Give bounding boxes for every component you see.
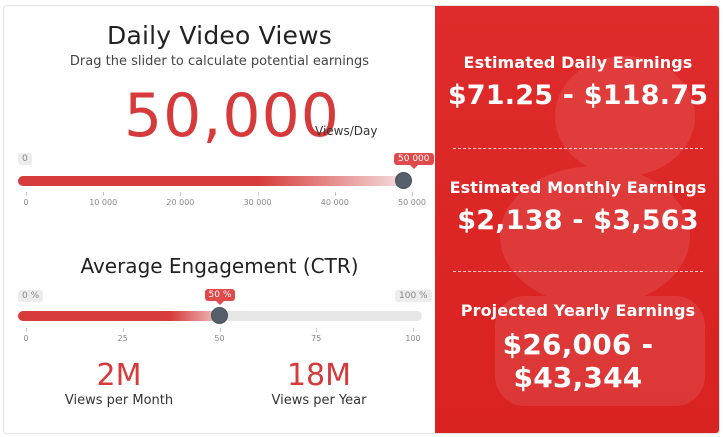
- views-slider-value-label: 50 000: [394, 153, 434, 169]
- earnings-panel: Estimated Daily Earnings $71.25 - $118.7…: [435, 6, 719, 433]
- monthly-earnings-block: Estimated Monthly Earnings $2,138 - $3,5…: [435, 178, 719, 236]
- views-slider-track[interactable]: [18, 176, 412, 186]
- ctr-slider-fill: [18, 311, 220, 321]
- views-slider-tick-mark: [257, 192, 259, 196]
- monthly-earnings-value: $2,138 - $3,563: [457, 205, 699, 236]
- views-slider-fill: [18, 176, 404, 186]
- yearly-views-value: 18M: [286, 358, 352, 393]
- monthly-views-label: Views per Month: [64, 393, 174, 408]
- ctr-slider-value-label: 50 %: [204, 289, 236, 305]
- ctr-slider-scale: 0 25 50 75 100: [23, 328, 421, 348]
- ctr-slider-tick-label: 100: [405, 334, 421, 343]
- views-slider-tick-mark: [412, 192, 413, 196]
- engagement-title: Average Engagement (CTR): [80, 254, 359, 278]
- divider: [453, 148, 703, 149]
- monthly-views-value: 2M: [96, 358, 142, 393]
- views-slider-tick-label: 30 000: [243, 198, 272, 207]
- ctr-slider-min-label: 0 %: [18, 290, 44, 302]
- divider: [453, 271, 703, 272]
- ctr-slider-tick-mark: [219, 328, 221, 332]
- views-slider-tick-label: 10 000: [89, 198, 118, 207]
- monthly-earnings-label: Estimated Monthly Earnings: [449, 178, 707, 197]
- yearly-views-label: Views per Year: [271, 393, 367, 408]
- views-title: Daily Video Views: [107, 21, 332, 50]
- ctr-slider-handle[interactable]: [211, 307, 228, 324]
- views-slider-tick-label: 50 000: [398, 198, 426, 207]
- ctr-slider-tick-mark: [26, 328, 27, 332]
- ctr-slider-tick-mark: [122, 328, 124, 332]
- ctr-slider-max-label: 100 %: [395, 290, 432, 302]
- yearly-earnings-value: $26,006 - $43,344: [502, 328, 654, 394]
- yearly-earnings-label: Projected Yearly Earnings: [460, 301, 696, 320]
- views-slider-tick-mark: [26, 192, 27, 196]
- calculator-card: Daily Video Views Drag the slider to cal…: [3, 5, 720, 434]
- views-slider-min-label: 0: [18, 153, 32, 165]
- views-slider-handle[interactable]: [395, 172, 412, 189]
- views-slider-tick-mark: [180, 192, 182, 196]
- ctr-slider-tick-label: 75: [311, 334, 322, 343]
- ctr-slider-tick-label: 25: [117, 334, 128, 343]
- daily-earnings-value: $71.25 - $118.75: [447, 80, 709, 111]
- views-slider-tick-mark: [334, 192, 336, 196]
- views-slider-tick-label: 0: [23, 198, 29, 207]
- views-subtitle: Drag the slider to calculate potential e…: [69, 54, 370, 69]
- views-slider-tick-label: 20 000: [166, 198, 195, 207]
- ctr-slider-tick-mark: [316, 328, 318, 332]
- ctr-slider-tick-mark: [413, 328, 414, 332]
- ctr-slider-tick-label: 0: [23, 334, 29, 343]
- daily-earnings-label: Estimated Daily Earnings: [463, 53, 693, 72]
- daily-views-unit: Views/Day: [315, 124, 378, 138]
- input-panel: Daily Video Views Drag the slider to cal…: [4, 6, 435, 433]
- yearly-earnings-block: Projected Yearly Earnings $26,006 - $43,…: [435, 301, 719, 394]
- views-slider-scale: 0 10 000 20 000 30 000 40 000 50 000: [23, 192, 426, 212]
- daily-earnings-block: Estimated Daily Earnings $71.25 - $118.7…: [435, 53, 719, 111]
- daily-views-value: 50,000: [124, 81, 340, 151]
- views-slider-tick-label: 40 000: [320, 198, 349, 207]
- views-slider-tick-mark: [103, 192, 105, 196]
- ctr-slider-tick-label: 50: [214, 334, 225, 343]
